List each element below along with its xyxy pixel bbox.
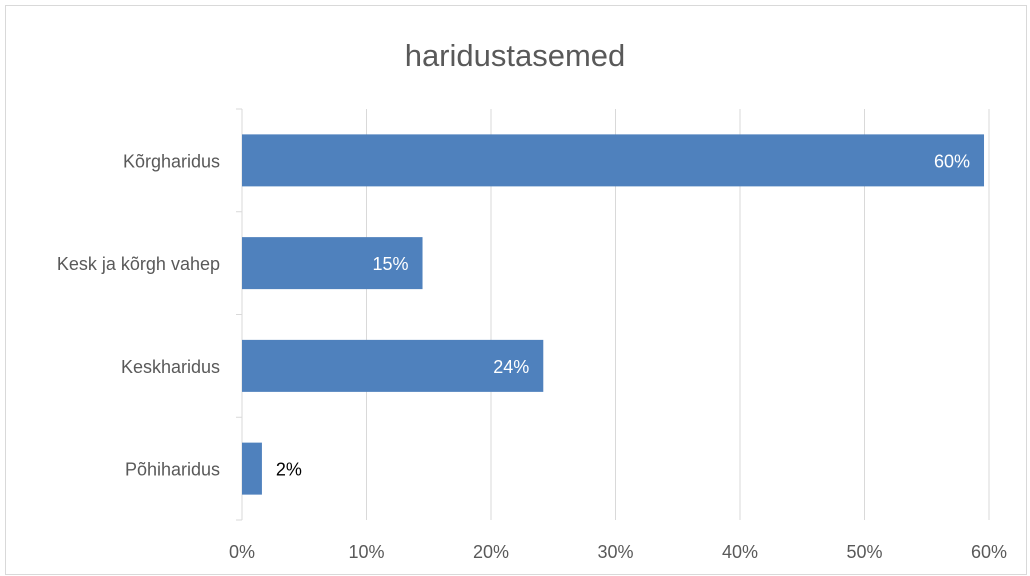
category-label: Kõrgharidus <box>123 151 220 171</box>
x-tick-label: 20% <box>473 542 509 562</box>
bar <box>242 339 544 392</box>
x-tick-label: 50% <box>846 542 882 562</box>
bar <box>242 442 262 495</box>
x-tick-label: 10% <box>348 542 384 562</box>
x-tick-label: 60% <box>971 542 1007 562</box>
data-label: 24% <box>493 357 529 377</box>
bar <box>242 134 985 187</box>
data-label: 60% <box>934 151 970 171</box>
chart-frame <box>5 5 1027 575</box>
chart-title: haridustasemed <box>404 38 626 73</box>
category-label: Põhiharidus <box>125 460 220 480</box>
bar <box>242 237 423 290</box>
data-label: 2% <box>276 460 302 480</box>
x-tick-label: 0% <box>229 542 255 562</box>
data-label: 15% <box>372 254 408 274</box>
x-tick-label: 40% <box>722 542 758 562</box>
category-label: Kesk ja kõrgh vahep <box>57 254 220 274</box>
category-label: Keskharidus <box>121 357 220 377</box>
x-tick-label: 30% <box>597 542 633 562</box>
